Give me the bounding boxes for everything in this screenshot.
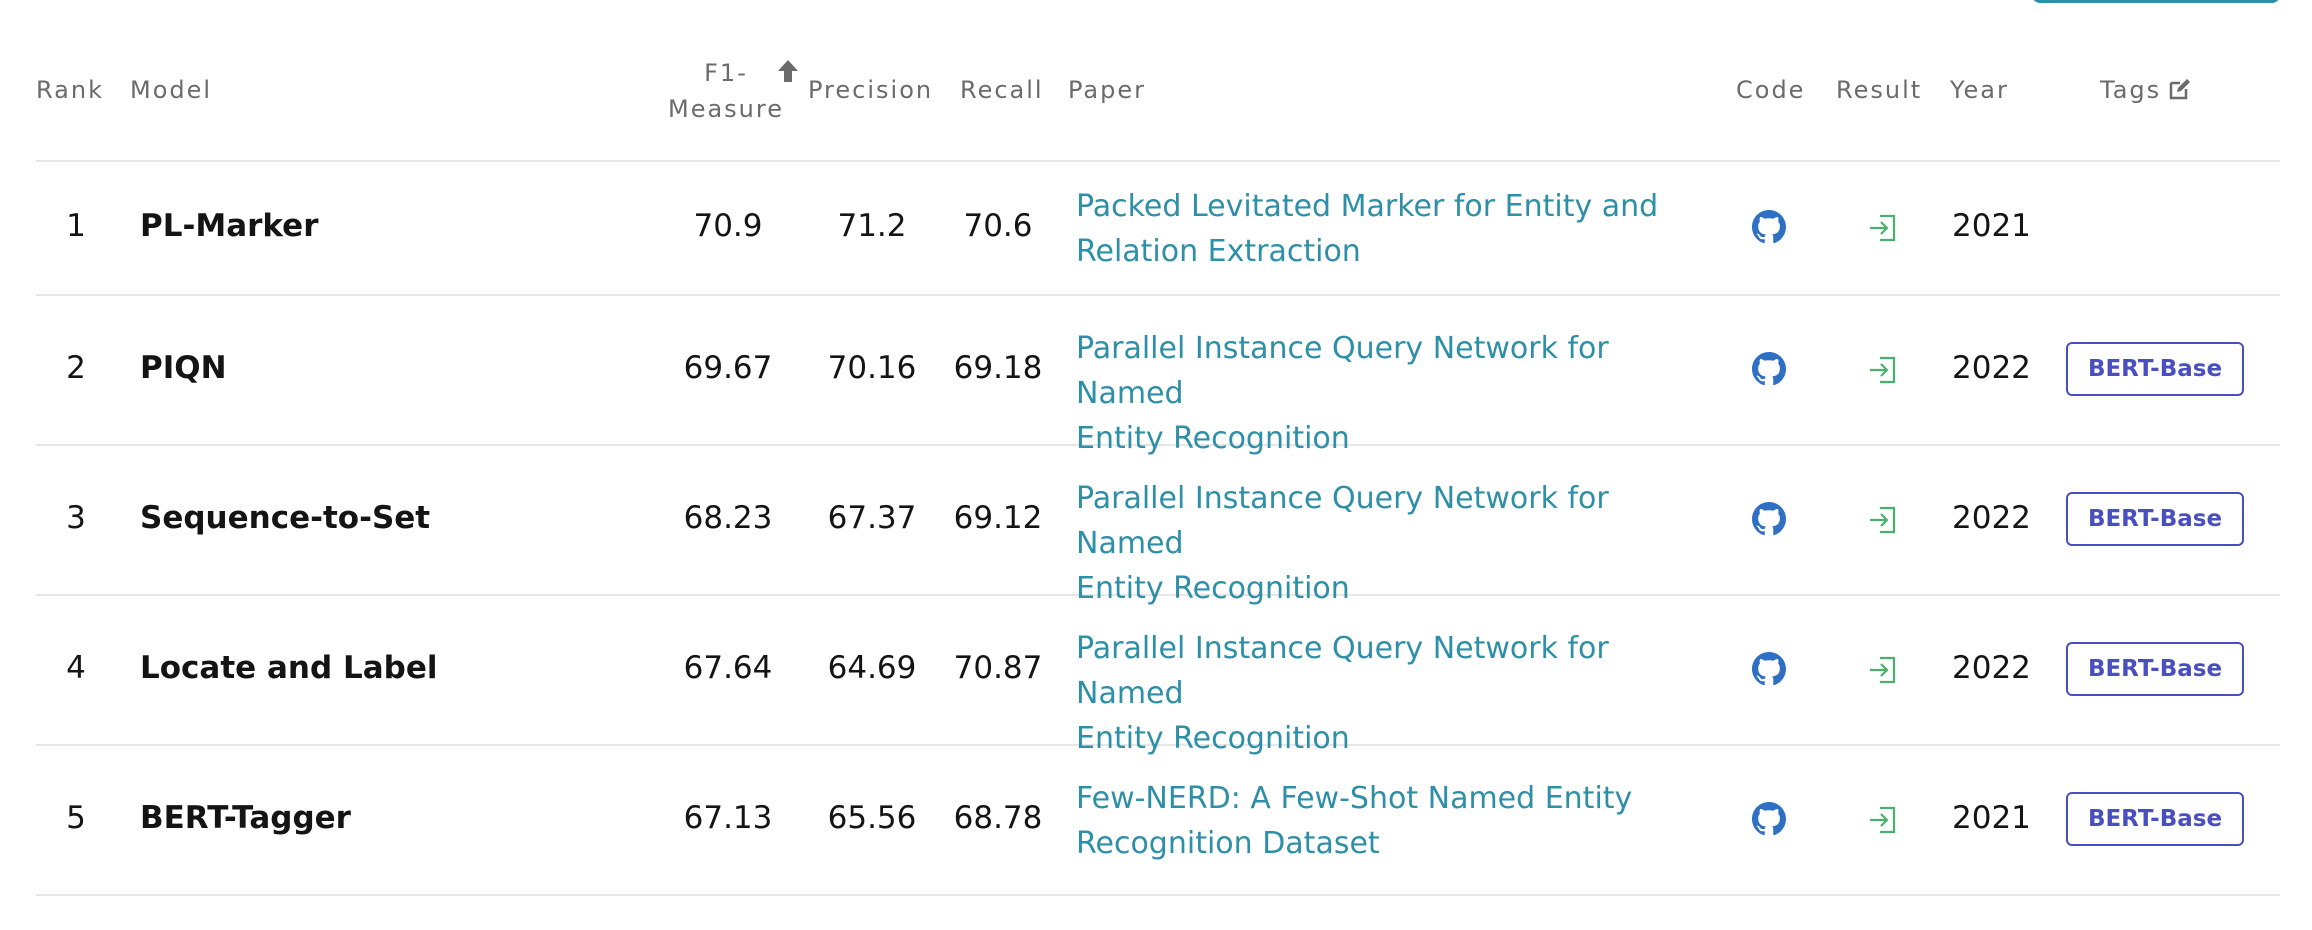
header-f1-measure[interactable]: F1- Measure	[666, 55, 786, 127]
f1-value: 67.64	[683, 650, 773, 686]
header-recall[interactable]: Recall	[960, 76, 1044, 104]
year-cell: 2022	[1952, 650, 2031, 686]
paper-title-line1: Parallel Instance Query Network for Name…	[1076, 331, 1609, 411]
paper-link[interactable]: Parallel Instance Query Network for Name…	[1076, 626, 1716, 761]
github-icon[interactable]	[1752, 802, 1786, 836]
model-name[interactable]: Sequence-to-Set	[140, 500, 431, 536]
rank-cell: 1	[66, 208, 86, 244]
leaderboard-table: Rank Model F1- Measure Precision Recall …	[36, 0, 2280, 896]
paper-link[interactable]: Parallel Instance Query Network for Name…	[1076, 326, 1716, 461]
model-name[interactable]: PL-Marker	[140, 208, 319, 244]
year-cell: 2021	[1952, 800, 2031, 836]
rank-cell: 5	[66, 800, 86, 836]
recall-value: 69.18	[953, 350, 1043, 386]
sign-in-icon[interactable]	[1866, 354, 1898, 386]
model-name[interactable]: Locate and Label	[140, 650, 438, 686]
rank-cell: 3	[66, 500, 86, 536]
paper-title-line2: Recognition Dataset	[1076, 826, 1380, 861]
paper-link[interactable]: Parallel Instance Query Network for Name…	[1076, 476, 1716, 611]
paper-title-line2: Entity Recognition	[1076, 571, 1350, 606]
paper-link[interactable]: Packed Levitated Marker for Entity and R…	[1076, 184, 1716, 274]
github-icon[interactable]	[1752, 652, 1786, 686]
tag-badge[interactable]: BERT-Base	[2066, 342, 2244, 396]
model-name[interactable]: BERT-Tagger	[140, 800, 351, 836]
paper-title-line2: Relation Extraction	[1076, 234, 1361, 269]
sign-in-icon[interactable]	[1866, 654, 1898, 686]
github-icon[interactable]	[1752, 502, 1786, 536]
paper-title-line1: Parallel Instance Query Network for Name…	[1076, 631, 1609, 711]
header-paper[interactable]: Paper	[1068, 76, 1146, 104]
year-cell: 2022	[1952, 500, 2031, 536]
precision-value: 67.37	[827, 500, 917, 536]
tag-badge[interactable]: BERT-Base	[2066, 792, 2244, 846]
table-row: 3 Sequence-to-Set 68.23 67.37 69.12 Para…	[36, 446, 2280, 606]
recall-value: 70.87	[953, 650, 1043, 686]
edit-icon[interactable]	[2169, 78, 2191, 100]
github-icon[interactable]	[1752, 210, 1786, 244]
f1-value: 70.9	[693, 208, 763, 244]
header-precision[interactable]: Precision	[808, 76, 934, 104]
table-row: 2 PIQN 69.67 70.16 69.18 Parallel Instan…	[36, 296, 2280, 456]
paper-link[interactable]: Few-NERD: A Few-Shot Named Entity Recogn…	[1076, 776, 1716, 866]
table-row: 5 BERT-Tagger 67.13 65.56 68.78 Few-NERD…	[36, 746, 2280, 896]
paper-title-line1: Few-NERD: A Few-Shot Named Entity	[1076, 781, 1633, 816]
table-row: 1 PL-Marker 70.9 71.2 70.6 Packed Levita…	[36, 162, 2280, 296]
precision-value: 71.2	[837, 208, 907, 244]
paper-title-line2: Entity Recognition	[1076, 421, 1350, 456]
arrow-up-icon[interactable]	[776, 58, 800, 84]
header-tags[interactable]: Tags	[2100, 72, 2191, 108]
header-f1-line1: F1-	[704, 59, 748, 87]
paper-title-line1: Packed Levitated Marker for Entity and	[1076, 189, 1659, 224]
table-header: Rank Model F1- Measure Precision Recall …	[36, 0, 2280, 162]
f1-value: 67.13	[683, 800, 773, 836]
precision-value: 65.56	[827, 800, 917, 836]
f1-value: 68.23	[683, 500, 773, 536]
header-f1-line2: Measure	[668, 95, 784, 123]
header-rank[interactable]: Rank	[36, 76, 104, 104]
year-cell: 2022	[1952, 350, 2031, 386]
header-code[interactable]: Code	[1736, 76, 1806, 104]
github-icon[interactable]	[1752, 352, 1786, 386]
model-name[interactable]: PIQN	[140, 350, 227, 386]
recall-value: 70.6	[963, 208, 1033, 244]
header-tags-label: Tags	[2100, 76, 2162, 104]
header-result[interactable]: Result	[1836, 76, 1923, 104]
tag-badge[interactable]: BERT-Base	[2066, 642, 2244, 696]
paper-title-line1: Parallel Instance Query Network for Name…	[1076, 481, 1609, 561]
recall-value: 68.78	[953, 800, 1043, 836]
sign-in-icon[interactable]	[1866, 804, 1898, 836]
sign-in-icon[interactable]	[1866, 212, 1898, 244]
year-cell: 2021	[1952, 208, 2031, 244]
recall-value: 69.12	[953, 500, 1043, 536]
rank-cell: 4	[66, 650, 86, 686]
sign-in-icon[interactable]	[1866, 504, 1898, 536]
f1-value: 69.67	[683, 350, 773, 386]
table-row: 4 Locate and Label 67.64 64.69 70.87 Par…	[36, 596, 2280, 756]
rank-cell: 2	[66, 350, 86, 386]
paper-title-line2: Entity Recognition	[1076, 721, 1350, 756]
precision-value: 64.69	[827, 650, 917, 686]
tag-badge[interactable]: BERT-Base	[2066, 492, 2244, 546]
precision-value: 70.16	[827, 350, 917, 386]
header-model[interactable]: Model	[130, 76, 213, 104]
header-year[interactable]: Year	[1950, 76, 2009, 104]
